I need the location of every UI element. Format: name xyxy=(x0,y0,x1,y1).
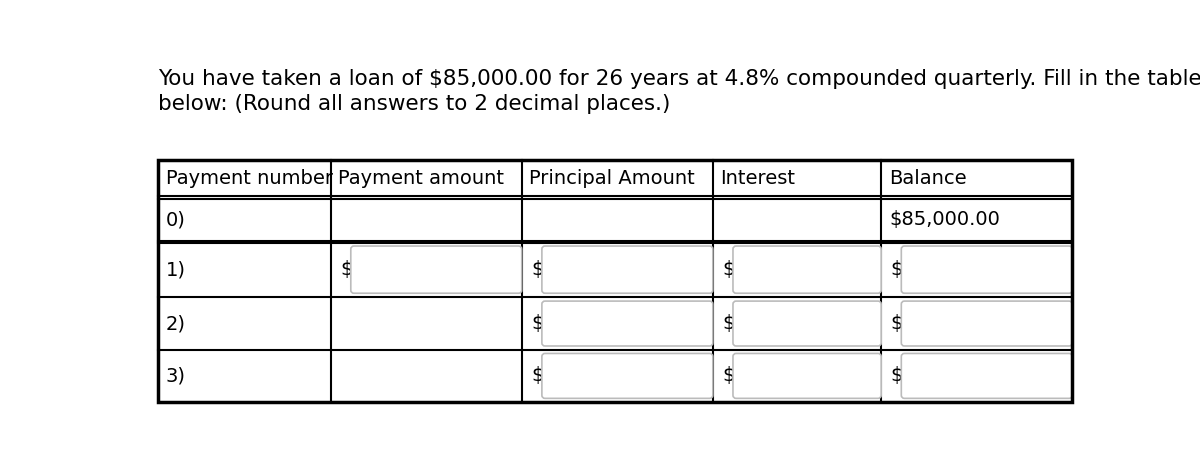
Text: $: $ xyxy=(532,260,544,279)
Text: Interest: Interest xyxy=(720,169,796,188)
Text: $: $ xyxy=(890,367,902,386)
Text: 1): 1) xyxy=(166,260,186,279)
FancyBboxPatch shape xyxy=(901,246,1073,293)
Text: $: $ xyxy=(722,367,734,386)
Text: below: (Round all answers to 2 decimal places.): below: (Round all answers to 2 decimal p… xyxy=(157,94,670,114)
Text: 0): 0) xyxy=(166,210,185,229)
Text: Payment number: Payment number xyxy=(166,169,332,188)
Text: Balance: Balance xyxy=(889,169,966,188)
Bar xyxy=(157,160,1073,402)
FancyBboxPatch shape xyxy=(901,301,1073,346)
Text: $85,000.00: $85,000.00 xyxy=(889,210,1000,229)
Text: You have taken a loan of $85,000.00 for 26 years at 4.8% compounded quarterly. F: You have taken a loan of $85,000.00 for … xyxy=(157,69,1200,89)
FancyBboxPatch shape xyxy=(733,246,881,293)
FancyBboxPatch shape xyxy=(733,354,881,398)
Text: $: $ xyxy=(532,367,544,386)
FancyBboxPatch shape xyxy=(901,354,1073,398)
FancyBboxPatch shape xyxy=(542,246,713,293)
Text: $: $ xyxy=(722,260,734,279)
FancyBboxPatch shape xyxy=(542,354,713,398)
Text: 3): 3) xyxy=(166,367,186,386)
FancyBboxPatch shape xyxy=(542,301,713,346)
Text: Payment amount: Payment amount xyxy=(338,169,504,188)
FancyBboxPatch shape xyxy=(350,246,522,293)
Text: 2): 2) xyxy=(166,314,186,333)
Text: $: $ xyxy=(340,260,353,279)
Text: $: $ xyxy=(890,260,902,279)
Text: $: $ xyxy=(532,314,544,333)
FancyBboxPatch shape xyxy=(733,301,881,346)
Text: $: $ xyxy=(890,314,902,333)
Text: $: $ xyxy=(722,314,734,333)
Text: Principal Amount: Principal Amount xyxy=(529,169,695,188)
